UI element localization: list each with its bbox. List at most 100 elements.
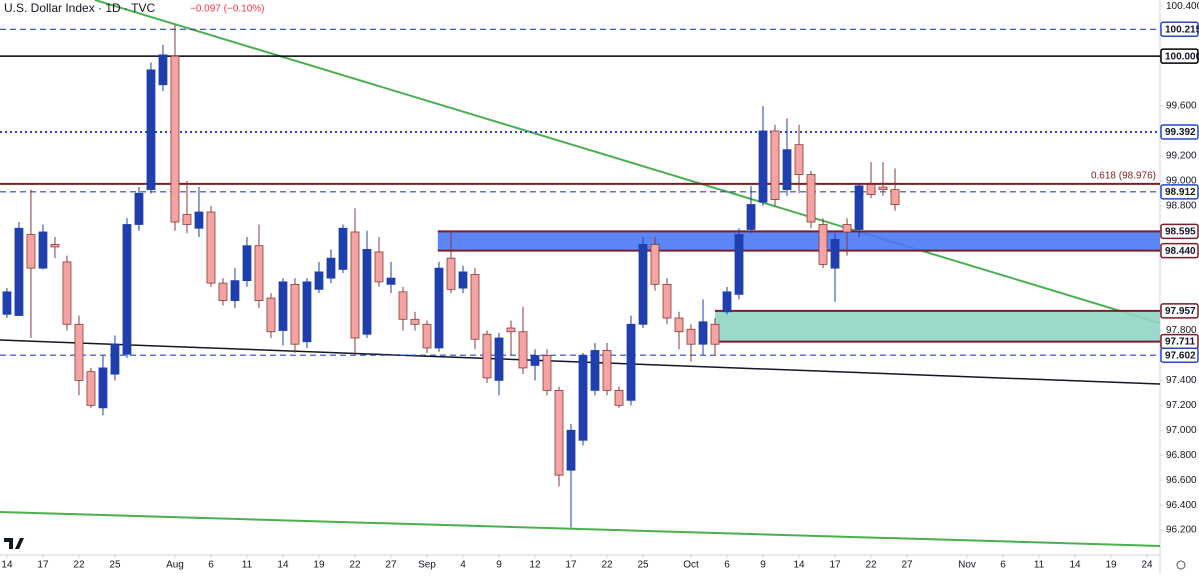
x-tick-label: 14 — [1, 560, 13, 571]
x-tick-label: 22 — [865, 560, 877, 571]
y-tick-label: 97.400 — [1166, 375, 1197, 386]
x-tick-label: 9 — [496, 560, 502, 571]
candle-body — [266, 297, 276, 333]
price-change: −0.097 (−0.10%) — [190, 4, 265, 15]
candle-body — [50, 244, 60, 248]
candle-body — [614, 389, 624, 406]
candle-body — [182, 214, 192, 225]
candle-body — [482, 333, 492, 379]
candle-body — [518, 331, 528, 369]
candle-body — [626, 323, 636, 401]
x-tick-label: 11 — [242, 560, 253, 571]
x-tick-label: Sep — [418, 560, 436, 571]
x-tick-label: 12 — [529, 560, 541, 571]
fib-label: 0.618 (98.976) — [1091, 170, 1156, 181]
candle-body — [314, 271, 324, 290]
candle-body — [134, 192, 144, 225]
candle-body — [98, 367, 108, 409]
x-tick-label: 19 — [313, 560, 325, 571]
candle-body — [566, 429, 576, 471]
levels: 0.618 (98.976) — [0, 28, 1160, 356]
x-tick-label: 22 — [349, 560, 361, 571]
candle-body — [686, 328, 696, 345]
price-label-box — [1160, 48, 1199, 64]
candle-body — [818, 224, 828, 265]
candle-body — [770, 130, 780, 200]
y-tick-label: 97.200 — [1166, 400, 1197, 411]
candle-body — [470, 273, 480, 340]
x-tick-label: 27 — [385, 560, 397, 571]
candle-body — [338, 227, 348, 270]
candle-body — [434, 267, 444, 349]
price-label: 100.215 — [1165, 24, 1199, 35]
y-tick-label: 100.400 — [1166, 1, 1199, 12]
x-tick-label: 17 — [829, 560, 841, 571]
candle-body — [110, 343, 120, 375]
candle-body — [422, 323, 432, 349]
candle-body — [26, 234, 36, 269]
candle-body — [38, 231, 48, 269]
x-tick-label: 14 — [793, 560, 805, 571]
price-label-box — [1160, 184, 1199, 200]
candle-body — [758, 130, 768, 203]
settings-icon[interactable] — [1176, 560, 1186, 570]
y-tick-label: 96.200 — [1166, 525, 1197, 536]
x-tick-label: Aug — [166, 560, 184, 571]
price-label-box — [1160, 242, 1199, 259]
candle-body — [14, 227, 24, 316]
trendline — [94, 0, 1161, 324]
price-label: 98.440 — [1165, 246, 1196, 257]
y-tick-label: 98.800 — [1166, 200, 1197, 211]
price-label-box — [1160, 21, 1199, 38]
y-tick-label: 99.200 — [1166, 151, 1197, 162]
x-tick-label: 25 — [109, 560, 121, 571]
candle-body — [350, 231, 360, 339]
price-label: 97.602 — [1165, 350, 1196, 361]
price-label-box — [1160, 223, 1199, 240]
y-tick-label: 99.600 — [1166, 101, 1197, 112]
candle-body — [650, 244, 660, 285]
price-label: 98.595 — [1165, 226, 1196, 237]
price-label-box — [1160, 124, 1199, 140]
candle-body — [830, 239, 840, 269]
x-tick-label: 6 — [208, 560, 214, 571]
candle-body — [326, 257, 336, 279]
candle-body — [494, 337, 504, 381]
tv-logo — [4, 538, 24, 549]
candle-body — [794, 144, 804, 176]
candle-body — [554, 389, 564, 476]
candles — [2, 24, 900, 528]
candle-body — [86, 371, 96, 406]
candle-body — [734, 234, 744, 295]
zone — [437, 231, 1161, 251]
candle-body — [854, 185, 864, 230]
candle-body — [638, 244, 648, 325]
price-label: 100.000 — [1165, 51, 1199, 62]
x-tick-label: 17 — [37, 560, 49, 571]
x-tick-label: 17 — [565, 560, 577, 571]
candle-body — [74, 323, 84, 381]
x-tick-label: 24 — [1141, 560, 1153, 571]
candle-body — [590, 350, 600, 391]
price-label-box — [1160, 303, 1199, 319]
candle-body — [602, 350, 612, 391]
candle-body — [374, 251, 384, 283]
candle-body — [302, 281, 312, 343]
candle-body — [806, 174, 816, 223]
candle-body — [410, 318, 420, 325]
candle-body — [506, 327, 516, 333]
x-tick-label: 14 — [1069, 560, 1081, 571]
x-tick-label: 27 — [901, 560, 913, 571]
price-label: 97.957 — [1165, 306, 1196, 317]
candle-body — [446, 257, 456, 290]
zones — [437, 230, 1161, 343]
candle-body — [662, 283, 672, 319]
x-tick-label: 19 — [1105, 560, 1117, 571]
x-tick-label: 9 — [760, 560, 766, 571]
price-label: 98.912 — [1165, 187, 1196, 198]
x-tick-label: 11 — [1034, 560, 1045, 571]
candle-body — [866, 184, 876, 195]
